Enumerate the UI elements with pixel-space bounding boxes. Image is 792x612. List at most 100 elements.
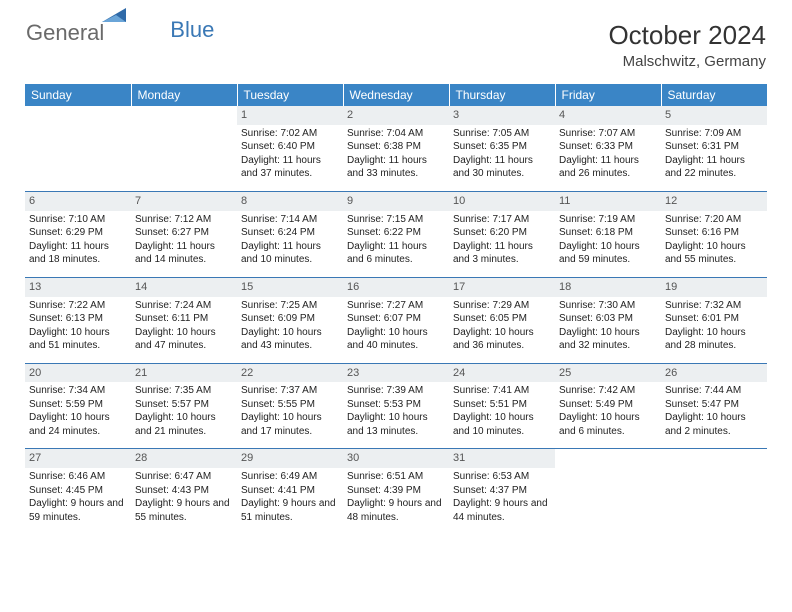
calendar-day-cell: 22Sunrise: 7:37 AMSunset: 5:55 PMDayligh…	[237, 363, 343, 449]
calendar-day-cell: 1Sunrise: 7:02 AMSunset: 6:40 PMDaylight…	[237, 106, 343, 191]
calendar-day-cell: 25Sunrise: 7:42 AMSunset: 5:49 PMDayligh…	[555, 363, 661, 449]
calendar-day-cell: 17Sunrise: 7:29 AMSunset: 6:05 PMDayligh…	[449, 277, 555, 363]
sunset-text: Sunset: 6:29 PM	[29, 226, 127, 240]
calendar-week-row: 27Sunrise: 6:46 AMSunset: 4:45 PMDayligh…	[25, 449, 767, 534]
weekday-header: Wednesday	[343, 84, 449, 106]
sunset-text: Sunset: 6:40 PM	[241, 140, 339, 154]
day-number: 16	[343, 278, 449, 297]
daylight-text: Daylight: 10 hours and 32 minutes.	[559, 326, 657, 353]
daylight-text: Daylight: 10 hours and 6 minutes.	[559, 411, 657, 438]
sunset-text: Sunset: 4:45 PM	[29, 484, 127, 498]
sunset-text: Sunset: 5:51 PM	[453, 398, 551, 412]
calendar-day-cell: 21Sunrise: 7:35 AMSunset: 5:57 PMDayligh…	[131, 363, 237, 449]
calendar-day-cell: 15Sunrise: 7:25 AMSunset: 6:09 PMDayligh…	[237, 277, 343, 363]
calendar-table: SundayMondayTuesdayWednesdayThursdayFrid…	[25, 84, 767, 534]
day-number: 11	[555, 192, 661, 211]
weekday-header: Tuesday	[237, 84, 343, 106]
logo-triangle-icon	[102, 6, 128, 24]
logo-word-general: General	[26, 20, 104, 46]
sunset-text: Sunset: 5:55 PM	[241, 398, 339, 412]
day-number: 4	[555, 106, 661, 125]
calendar-week-row: 20Sunrise: 7:34 AMSunset: 5:59 PMDayligh…	[25, 363, 767, 449]
day-number: 10	[449, 192, 555, 211]
sunrise-text: Sunrise: 7:42 AM	[559, 384, 657, 398]
day-number: 5	[661, 106, 767, 125]
sunset-text: Sunset: 5:47 PM	[665, 398, 763, 412]
day-number: 26	[661, 364, 767, 383]
calendar-day-cell: 19Sunrise: 7:32 AMSunset: 6:01 PMDayligh…	[661, 277, 767, 363]
daylight-text: Daylight: 10 hours and 21 minutes.	[135, 411, 233, 438]
daylight-text: Daylight: 10 hours and 13 minutes.	[347, 411, 445, 438]
sunset-text: Sunset: 6:05 PM	[453, 312, 551, 326]
calendar-day-cell: 6Sunrise: 7:10 AMSunset: 6:29 PMDaylight…	[25, 191, 131, 277]
sunset-text: Sunset: 6:20 PM	[453, 226, 551, 240]
sunrise-text: Sunrise: 7:24 AM	[135, 299, 233, 313]
calendar-body: .. 1Sunrise: 7:02 AMSunset: 6:40 PMDaylig…	[25, 106, 767, 534]
sunrise-text: Sunrise: 7:41 AM	[453, 384, 551, 398]
sunrise-text: Sunrise: 7:30 AM	[559, 299, 657, 313]
weekday-header-row: SundayMondayTuesdayWednesdayThursdayFrid…	[25, 84, 767, 106]
day-number: 25	[555, 364, 661, 383]
day-number: 7	[131, 192, 237, 211]
day-number: 19	[661, 278, 767, 297]
sunrise-text: Sunrise: 6:46 AM	[29, 470, 127, 484]
sunset-text: Sunset: 6:09 PM	[241, 312, 339, 326]
sunrise-text: Sunrise: 6:51 AM	[347, 470, 445, 484]
daylight-text: Daylight: 10 hours and 17 minutes.	[241, 411, 339, 438]
calendar-day-cell: 4Sunrise: 7:07 AMSunset: 6:33 PMDaylight…	[555, 106, 661, 191]
calendar-day-cell: 27Sunrise: 6:46 AMSunset: 4:45 PMDayligh…	[25, 449, 131, 534]
weekday-header: Thursday	[449, 84, 555, 106]
sunrise-text: Sunrise: 6:47 AM	[135, 470, 233, 484]
weekday-header: Sunday	[25, 84, 131, 106]
calendar-day-cell: 18Sunrise: 7:30 AMSunset: 6:03 PMDayligh…	[555, 277, 661, 363]
day-number: 20	[25, 364, 131, 383]
title-month: October 2024	[608, 20, 766, 51]
sunset-text: Sunset: 5:49 PM	[559, 398, 657, 412]
logo-word-blue: Blue	[170, 17, 214, 43]
daylight-text: Daylight: 11 hours and 22 minutes.	[665, 154, 763, 181]
day-number: 18	[555, 278, 661, 297]
sunrise-text: Sunrise: 7:27 AM	[347, 299, 445, 313]
daylight-text: Daylight: 11 hours and 33 minutes.	[347, 154, 445, 181]
calendar-day-cell: 2Sunrise: 7:04 AMSunset: 6:38 PMDaylight…	[343, 106, 449, 191]
sunrise-text: Sunrise: 7:07 AM	[559, 127, 657, 141]
sunset-text: Sunset: 6:16 PM	[665, 226, 763, 240]
sunrise-text: Sunrise: 7:02 AM	[241, 127, 339, 141]
daylight-text: Daylight: 11 hours and 6 minutes.	[347, 240, 445, 267]
sunset-text: Sunset: 4:43 PM	[135, 484, 233, 498]
sunset-text: Sunset: 5:59 PM	[29, 398, 127, 412]
day-number: 24	[449, 364, 555, 383]
daylight-text: Daylight: 10 hours and 36 minutes.	[453, 326, 551, 353]
sunrise-text: Sunrise: 7:35 AM	[135, 384, 233, 398]
calendar-day-cell: 7Sunrise: 7:12 AMSunset: 6:27 PMDaylight…	[131, 191, 237, 277]
sunrise-text: Sunrise: 7:39 AM	[347, 384, 445, 398]
daylight-text: Daylight: 11 hours and 10 minutes.	[241, 240, 339, 267]
calendar-day-cell: 24Sunrise: 7:41 AMSunset: 5:51 PMDayligh…	[449, 363, 555, 449]
sunset-text: Sunset: 6:11 PM	[135, 312, 233, 326]
sunrise-text: Sunrise: 7:15 AM	[347, 213, 445, 227]
daylight-text: Daylight: 10 hours and 28 minutes.	[665, 326, 763, 353]
logo: General Blue	[26, 20, 214, 46]
day-number: 12	[661, 192, 767, 211]
sunset-text: Sunset: 6:27 PM	[135, 226, 233, 240]
sunset-text: Sunset: 6:13 PM	[29, 312, 127, 326]
sunrise-text: Sunrise: 7:05 AM	[453, 127, 551, 141]
calendar-empty-cell: .	[661, 449, 767, 534]
calendar-empty-cell: .	[25, 106, 131, 191]
sunrise-text: Sunrise: 7:25 AM	[241, 299, 339, 313]
sunset-text: Sunset: 6:31 PM	[665, 140, 763, 154]
day-number: 8	[237, 192, 343, 211]
sunrise-text: Sunrise: 7:19 AM	[559, 213, 657, 227]
calendar-day-cell: 14Sunrise: 7:24 AMSunset: 6:11 PMDayligh…	[131, 277, 237, 363]
sunrise-text: Sunrise: 7:10 AM	[29, 213, 127, 227]
day-number: 3	[449, 106, 555, 125]
sunrise-text: Sunrise: 6:49 AM	[241, 470, 339, 484]
sunset-text: Sunset: 6:38 PM	[347, 140, 445, 154]
calendar-day-cell: 9Sunrise: 7:15 AMSunset: 6:22 PMDaylight…	[343, 191, 449, 277]
sunset-text: Sunset: 6:07 PM	[347, 312, 445, 326]
sunrise-text: Sunrise: 6:53 AM	[453, 470, 551, 484]
day-number: 21	[131, 364, 237, 383]
calendar-empty-cell: .	[555, 449, 661, 534]
daylight-text: Daylight: 9 hours and 59 minutes.	[29, 497, 127, 524]
sunrise-text: Sunrise: 7:22 AM	[29, 299, 127, 313]
